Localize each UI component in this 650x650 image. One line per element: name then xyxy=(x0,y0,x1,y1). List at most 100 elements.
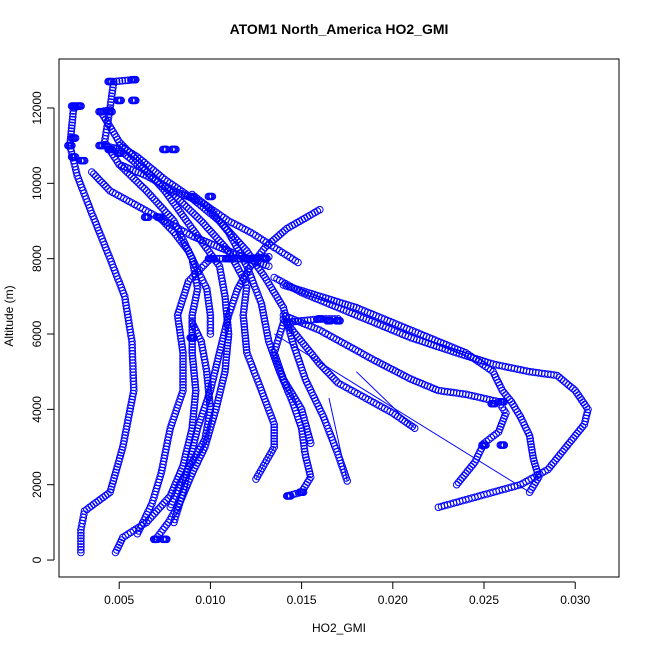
data-point xyxy=(221,295,230,304)
data-point xyxy=(161,523,169,532)
data-point xyxy=(69,112,77,121)
data-point xyxy=(132,96,140,105)
data-point xyxy=(288,326,297,335)
data-point xyxy=(156,172,164,180)
data-point xyxy=(302,453,310,462)
data-point xyxy=(300,416,309,425)
data-point xyxy=(270,429,279,437)
data-point xyxy=(263,329,271,337)
data-point xyxy=(555,452,563,460)
data-point xyxy=(77,540,85,548)
data-point xyxy=(188,311,196,320)
data-point xyxy=(150,195,159,204)
data-point xyxy=(221,223,230,232)
data-point xyxy=(171,230,180,239)
data-point xyxy=(125,410,133,419)
data-point xyxy=(258,305,267,314)
data-point xyxy=(188,354,197,363)
data-point xyxy=(334,379,342,387)
data-point xyxy=(203,370,211,379)
data-point xyxy=(219,373,228,382)
data-point xyxy=(204,293,212,302)
data-point xyxy=(211,366,220,375)
data-point xyxy=(294,333,302,341)
data-point xyxy=(566,383,575,391)
data-point xyxy=(237,240,245,249)
data-point xyxy=(242,290,250,298)
data-point xyxy=(190,438,198,447)
data-point xyxy=(206,402,214,411)
x-tick-label: 0.015 xyxy=(287,593,317,607)
data-point xyxy=(190,334,198,342)
data-point xyxy=(180,201,189,209)
data-point xyxy=(241,296,249,304)
x-tick-label: 0.020 xyxy=(378,593,408,607)
data-point xyxy=(189,441,198,450)
data-point xyxy=(243,349,251,357)
data-point xyxy=(191,380,199,389)
chart-title: ATOM1 North_America HO2_GMI xyxy=(230,21,449,37)
data-point xyxy=(104,185,112,193)
data-point xyxy=(261,317,269,326)
data-point xyxy=(123,419,132,428)
data-point xyxy=(181,242,189,251)
data-point xyxy=(174,317,183,325)
data-point xyxy=(322,366,330,375)
data-point xyxy=(217,385,225,393)
data-point xyxy=(188,349,196,357)
data-point xyxy=(77,528,85,537)
data-point xyxy=(304,464,313,473)
data-point xyxy=(77,537,85,546)
data-point xyxy=(179,378,187,386)
data-point xyxy=(176,328,184,337)
data-point xyxy=(526,437,535,446)
y-axis-label: Altitude (m) xyxy=(2,285,16,346)
data-point xyxy=(299,411,307,419)
data-point xyxy=(77,534,85,543)
data-point xyxy=(192,290,201,299)
data-point xyxy=(190,366,198,375)
data-point xyxy=(130,174,138,183)
data-point xyxy=(71,153,80,161)
data-point xyxy=(265,337,273,346)
data-point xyxy=(224,336,232,344)
data-point xyxy=(115,454,124,463)
data-point xyxy=(193,213,201,221)
data-point xyxy=(77,102,85,110)
data-point xyxy=(218,337,227,346)
data-point xyxy=(336,317,344,325)
data-point xyxy=(222,307,231,315)
data-point xyxy=(157,528,165,536)
y-axis: 0 2000 4000 6000 8000 10000 12000 xyxy=(30,91,55,563)
data-point xyxy=(227,230,235,238)
data-point xyxy=(214,394,223,402)
data-point xyxy=(264,334,273,343)
data-point xyxy=(189,363,198,372)
data-point xyxy=(178,340,186,349)
data-point xyxy=(482,441,490,449)
data-point xyxy=(173,233,182,241)
data-point xyxy=(179,386,187,395)
data-point xyxy=(527,443,536,451)
data-point xyxy=(294,258,302,267)
data-point xyxy=(215,349,224,357)
data-point xyxy=(68,118,76,127)
data-point xyxy=(270,426,279,434)
data-point xyxy=(123,422,131,431)
data-point xyxy=(90,170,98,178)
data-point xyxy=(211,232,219,240)
data-point xyxy=(77,543,85,551)
data-point xyxy=(204,379,212,388)
data-point xyxy=(191,383,200,392)
data-point xyxy=(144,189,153,197)
data-point xyxy=(301,342,310,350)
data-point xyxy=(437,387,446,395)
x-tick-label: 0.005 xyxy=(104,593,134,607)
data-point xyxy=(188,314,196,322)
data-point xyxy=(263,241,272,250)
data-point xyxy=(140,185,149,193)
data-point xyxy=(456,476,465,485)
data-point xyxy=(148,193,157,202)
data-point xyxy=(259,308,268,317)
